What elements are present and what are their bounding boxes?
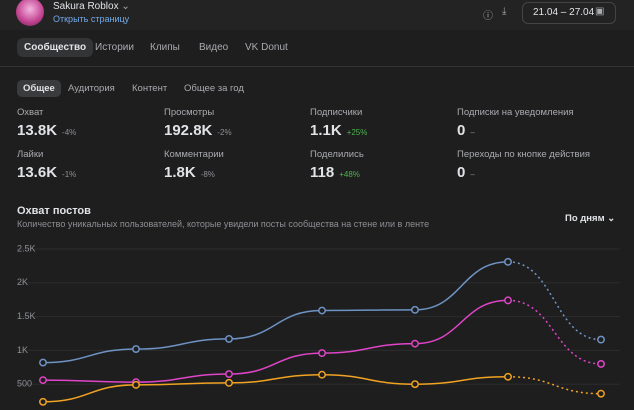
stat-delta: +25%	[346, 128, 368, 137]
data-point	[132, 345, 140, 353]
stat-value-row: 0–	[457, 122, 475, 140]
stat-label: Лайки	[17, 149, 44, 160]
help-icon[interactable]: ⓘ	[483, 11, 493, 22]
community-name[interactable]: Sakura Roblox ⌄	[53, 1, 130, 12]
data-point	[225, 370, 233, 379]
data-point	[318, 349, 326, 358]
subtab[interactable]: Контент	[132, 83, 168, 94]
period-text[interactable]: По дням	[565, 213, 605, 224]
series-line	[42, 299, 509, 383]
stat-value-row: 1.1K +25%	[310, 122, 367, 140]
divider	[0, 66, 634, 67]
y-tick-label: 500	[17, 379, 32, 389]
data-point	[318, 370, 326, 379]
data-point	[39, 376, 47, 385]
stat-value: 192.8K	[164, 122, 213, 139]
stat-value-row: 1.8K -8%	[164, 164, 215, 182]
stat-value-row: 118 +48%	[310, 164, 360, 182]
y-tick-label: 2.5K	[17, 243, 36, 253]
stat-value-row: 192.8K -2%	[164, 122, 232, 140]
open-page-link[interactable]: Открыть страницу	[53, 14, 130, 24]
tab[interactable]: Клипы	[150, 42, 180, 53]
stat-label: Охват	[17, 107, 44, 118]
download-icon[interactable]: ⤓	[502, 6, 507, 17]
data-point	[504, 372, 512, 381]
subtab[interactable]: Общее	[17, 80, 61, 97]
subtab[interactable]: Аудитория	[68, 83, 115, 94]
stat-label: Подписчики	[310, 107, 363, 118]
stat-value-row: 0–	[457, 164, 475, 182]
tab[interactable]: Видео	[199, 42, 229, 53]
data-point	[225, 334, 233, 343]
data-point	[318, 306, 326, 315]
tab[interactable]: Сообщество	[17, 38, 94, 57]
series-line	[507, 376, 602, 395]
stat-value: 1.8K	[164, 164, 196, 181]
stat-label: Переходы по кнопке действия	[457, 149, 591, 160]
stat-value: 0	[457, 164, 466, 181]
data-point	[597, 359, 605, 368]
top-bar	[0, 0, 634, 30]
tab[interactable]: VK Donut	[245, 42, 288, 53]
subtab[interactable]: Общее за год	[184, 83, 244, 94]
stat-label: Поделились	[310, 149, 364, 160]
stat-delta: -2%	[217, 128, 232, 137]
period-select[interactable]: По дням ⌄	[565, 213, 616, 224]
stat-delta: -1%	[62, 170, 77, 179]
date-range: 21.04 – 27.04	[533, 7, 595, 18]
stat-label: Подписки на уведомления	[457, 107, 574, 118]
chart-title: Охват постов	[17, 205, 91, 217]
stat-delta: –	[470, 170, 475, 179]
series-line	[42, 261, 509, 364]
stat-value: 13.6K	[17, 164, 58, 181]
stat-value: 0	[457, 122, 466, 139]
series-line	[507, 261, 602, 341]
data-point	[597, 389, 605, 398]
data-point	[411, 380, 419, 389]
data-point	[411, 305, 419, 314]
stat-delta: -8%	[200, 170, 215, 179]
stat-value: 1.1K	[310, 122, 342, 139]
stat-value: 13.8K	[17, 122, 58, 139]
tab[interactable]: Истории	[95, 42, 134, 53]
y-tick-label: 2K	[17, 277, 28, 287]
avatar[interactable]	[16, 0, 44, 26]
y-tick-label: 1.5K	[17, 311, 36, 321]
y-tick-label: 1K	[17, 345, 28, 355]
data-point	[504, 296, 512, 305]
date-picker[interactable]	[522, 2, 616, 24]
data-point	[411, 339, 419, 348]
data-point	[504, 257, 512, 266]
chart: 500 1K 1.5K 2K 2.5K	[17, 243, 620, 406]
stat-label: Комментарии	[164, 149, 224, 160]
stat-label: Просмотры	[164, 107, 215, 118]
data-point	[39, 358, 47, 367]
stat-value-row: 13.6K -1%	[17, 164, 76, 182]
series-line	[42, 373, 509, 403]
calendar-icon: ▣	[595, 6, 605, 17]
data-point	[132, 380, 140, 389]
stat-delta: +48%	[339, 170, 360, 179]
data-point	[39, 397, 47, 406]
chart-subtitle: Количество уникальных пользователей, кот…	[17, 219, 430, 229]
name-text[interactable]: Sakura Roblox	[53, 1, 119, 12]
data-point	[225, 378, 233, 387]
stat-value-row: 13.8K -4%	[17, 122, 76, 140]
stat-delta: –	[470, 128, 475, 137]
data-point	[597, 335, 605, 344]
stat-value: 118	[310, 164, 335, 181]
series-line	[507, 299, 602, 365]
stat-delta: -4%	[62, 128, 77, 137]
